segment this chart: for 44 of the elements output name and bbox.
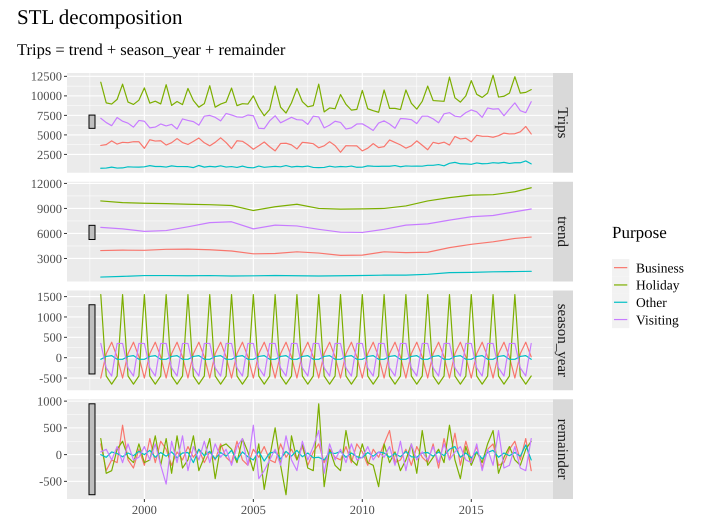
y-tick-label: 5000: [37, 128, 62, 142]
chart-title: STL decomposition: [17, 5, 183, 29]
y-tick-label: 10000: [30, 89, 62, 104]
y-tick-label: 7500: [37, 108, 62, 123]
y-tick-label: 12500: [30, 70, 62, 84]
y-tick-label: 0: [56, 448, 62, 462]
y-tick-label: 1000: [37, 394, 62, 408]
line-series: [100, 74, 532, 116]
chart-subtitle: Trips = trend + season_year + remainder: [17, 40, 286, 59]
x-tick-label: 2005: [240, 503, 266, 517]
y-tick-label: 1000: [37, 310, 62, 324]
legend-label: Business: [636, 260, 684, 276]
y-axis-title: trend: [554, 216, 570, 248]
y-tick-label: 0: [56, 351, 62, 366]
line-series: [100, 424, 532, 485]
y-tick-label: 2500: [37, 148, 62, 162]
line-series: [100, 126, 532, 153]
y-axis-title: remainder: [554, 418, 570, 480]
line-series: [100, 236, 532, 256]
line-series: [100, 403, 532, 496]
line-series: [100, 187, 532, 212]
line-series: [100, 208, 532, 234]
line-series: [100, 101, 532, 132]
y-axis-title: Trips: [554, 107, 570, 139]
x-tick-label: 2000: [132, 503, 157, 517]
legend-label: Visiting: [636, 312, 679, 328]
y-tick-label: -500: [39, 371, 62, 386]
y-axis-title: season_year: [554, 304, 570, 378]
legend-title: Purpose: [612, 223, 667, 242]
y-tick-label: 12000: [30, 176, 62, 191]
line-series: [100, 444, 532, 464]
y-tick-label: 1500: [37, 290, 62, 304]
legend-label: Holiday: [636, 278, 680, 293]
y-tick-label: 6000: [37, 226, 62, 241]
line-series: [100, 160, 532, 169]
x-tick-label: 2010: [350, 503, 375, 517]
y-tick-label: 9000: [37, 202, 62, 216]
legend-label: Other: [636, 294, 668, 310]
y-tick-label: 3000: [37, 252, 62, 266]
y-tick-label: 500: [43, 421, 62, 436]
y-tick-label: -500: [39, 474, 62, 489]
y-tick-label: 500: [43, 330, 62, 345]
line-series: [100, 424, 532, 472]
x-tick-label: 2015: [458, 503, 484, 517]
